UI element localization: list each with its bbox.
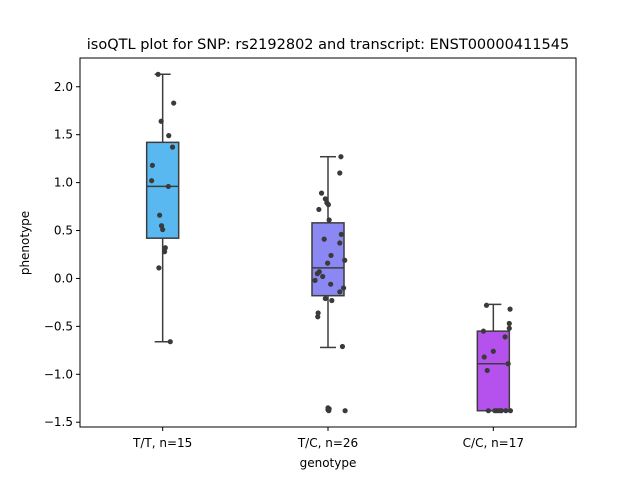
data-point <box>337 289 343 295</box>
data-point <box>483 302 490 308</box>
data-point <box>340 285 347 291</box>
chart-title: isoQTL plot for SNP: rs2192802 and trans… <box>87 37 569 53</box>
data-point <box>480 328 487 334</box>
y-axis: −1.5 −1.0 −0.5 0.0 0.5 1.0 1.5 2.0 <box>44 80 80 429</box>
data-point <box>171 100 177 106</box>
data-point <box>321 236 327 242</box>
box-group <box>145 73 180 343</box>
data-point <box>328 281 334 287</box>
data-point <box>167 339 173 345</box>
data-point <box>507 408 514 414</box>
iqr-box <box>311 222 345 297</box>
data-point <box>502 334 508 340</box>
data-point <box>320 273 326 280</box>
data-point <box>328 252 334 259</box>
data-point <box>507 306 513 312</box>
data-point <box>506 320 512 327</box>
data-point <box>169 144 176 150</box>
data-point <box>166 133 172 139</box>
x-tick-label: C/C, n=17 <box>463 436 524 450</box>
points-group <box>149 71 177 345</box>
y-axis-label: phenotype <box>18 211 32 275</box>
y-tick-label: 1.0 <box>54 176 73 190</box>
data-point <box>503 408 509 414</box>
data-point <box>165 183 171 190</box>
data-point <box>338 231 344 237</box>
data-point <box>316 206 322 213</box>
data-point <box>315 310 321 316</box>
x-tick-label: T/T, n=15 <box>132 436 192 450</box>
data-point <box>160 226 166 233</box>
data-point <box>337 240 343 246</box>
data-point <box>485 408 491 414</box>
y-tick-label: 0.5 <box>54 224 73 238</box>
data-point <box>505 361 511 367</box>
data-point <box>326 217 332 223</box>
data-point <box>312 277 318 283</box>
y-tick-label: −0.5 <box>44 319 73 333</box>
x-axis-label: genotype <box>300 456 357 470</box>
data-point <box>498 408 504 414</box>
y-tick-label: 0.0 <box>54 271 73 285</box>
box-group <box>311 155 345 349</box>
data-point <box>322 295 328 302</box>
y-tick-label: 2.0 <box>54 80 73 94</box>
x-tick-label: T/C, n=26 <box>297 436 358 450</box>
data-point <box>157 212 163 218</box>
iqr-box <box>145 141 180 239</box>
points-group <box>312 154 348 414</box>
y-tick-label: 1.5 <box>54 128 73 142</box>
data-point <box>325 202 331 208</box>
data-point <box>161 249 168 255</box>
data-point <box>158 118 164 124</box>
data-point <box>155 71 161 77</box>
data-point <box>326 408 332 414</box>
data-point <box>315 314 321 320</box>
iqr-box <box>476 330 511 412</box>
data-point <box>484 367 490 374</box>
data-point <box>314 271 320 277</box>
data-point <box>342 257 348 263</box>
data-point <box>156 265 162 271</box>
data-point <box>506 325 512 331</box>
data-point <box>337 170 343 176</box>
data-point <box>318 190 325 196</box>
plot-area <box>145 71 514 414</box>
data-point <box>338 154 344 160</box>
data-point <box>490 348 496 354</box>
data-point <box>329 297 335 304</box>
data-point <box>481 354 487 360</box>
box-group <box>476 303 511 412</box>
data-point <box>342 408 348 414</box>
data-point <box>339 343 346 350</box>
y-tick-label: −1.5 <box>44 415 73 429</box>
data-point <box>149 162 156 168</box>
y-tick-label: −1.0 <box>44 367 73 381</box>
x-axis: T/T, n=15 T/C, n=26 C/C, n=17 <box>132 427 524 450</box>
data-point <box>325 260 331 266</box>
points-group <box>480 302 514 414</box>
data-point <box>149 178 155 184</box>
